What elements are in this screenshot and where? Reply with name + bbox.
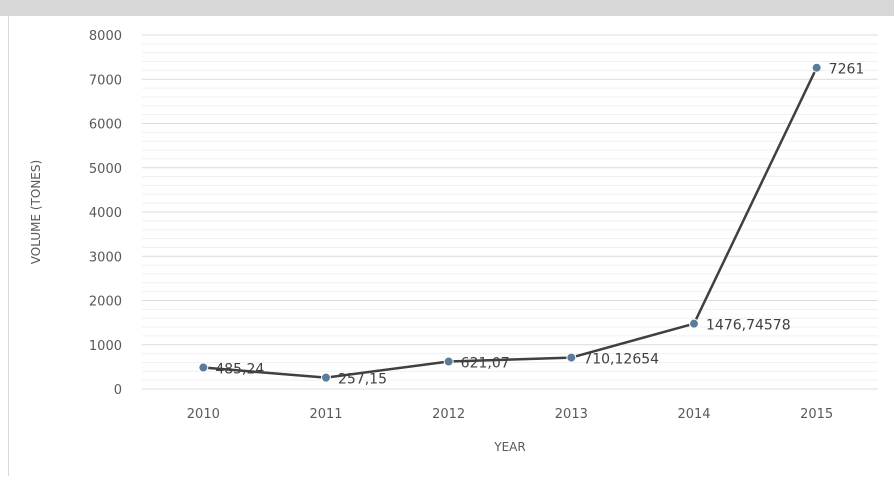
- data-point: [811, 62, 822, 73]
- data-point: [566, 352, 577, 363]
- y-tick-label: 7000: [89, 73, 122, 88]
- x-tick-label: 2012: [432, 407, 465, 422]
- y-tick-label: 0: [114, 383, 122, 398]
- data-point: [198, 362, 209, 373]
- y-tick-labels: 0 1000 2000 3000 4000 5000 6000 7000 8000: [89, 29, 122, 398]
- data-labels: 485,24 257,15 621,07 710,12654 1476,74578 726…: [215, 62, 864, 388]
- data-point: [321, 372, 331, 383]
- data-label: 7261: [829, 62, 865, 78]
- x-tick-labels: 2010 2011 2012 2013 2014 2015: [187, 407, 833, 422]
- y-tick-label: 1000: [89, 339, 122, 354]
- gridlines: [142, 34, 878, 390]
- data-label: 1476,74578: [706, 318, 791, 334]
- y-tick-label: 4000: [89, 206, 122, 221]
- y-tick-label: 2000: [89, 295, 122, 310]
- series-polyline: [203, 67, 818, 379]
- chart-frame: [8, 16, 885, 476]
- x-axis-title: YEAR: [493, 440, 525, 454]
- data-label: 710,12654: [583, 352, 659, 368]
- data-point: [443, 356, 454, 367]
- series-line: [203, 67, 818, 379]
- x-tick-label: 2010: [187, 407, 220, 422]
- y-tick-label: 5000: [89, 162, 122, 177]
- data-point: [689, 318, 699, 329]
- x-tick-label: 2015: [800, 407, 833, 422]
- x-tick-label: 2014: [677, 407, 710, 422]
- y-tick-label: 6000: [89, 118, 122, 133]
- top-band: [0, 0, 894, 16]
- x-tick-label: 2013: [555, 407, 588, 422]
- data-label: 621,07: [461, 356, 510, 372]
- y-axis-title: VOLUME (TONES): [29, 160, 43, 264]
- y-tick-label: 3000: [89, 250, 122, 265]
- data-label: 485,24: [215, 362, 264, 378]
- y-tick-label: 8000: [89, 29, 122, 44]
- data-points: [198, 62, 822, 383]
- x-tick-label: 2011: [309, 407, 342, 422]
- data-label: 257,15: [338, 372, 387, 388]
